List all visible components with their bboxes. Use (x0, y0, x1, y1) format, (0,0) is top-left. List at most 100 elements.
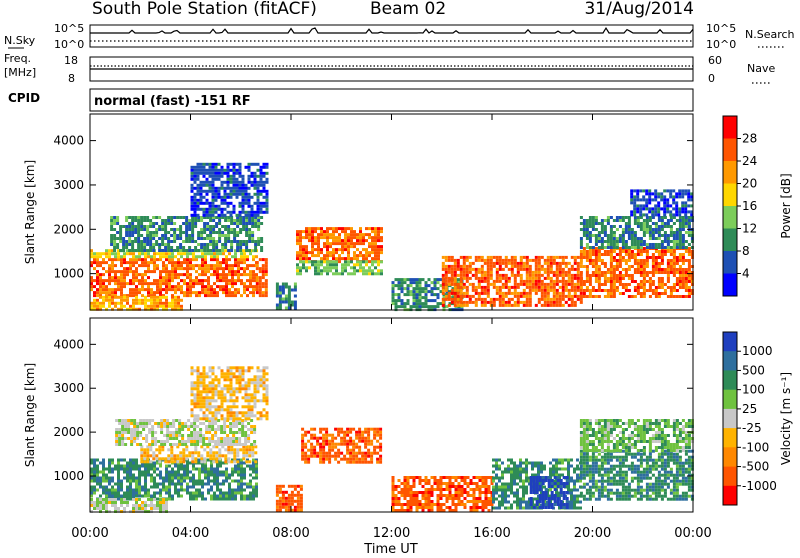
power-cell (162, 282, 165, 285)
power-cell (128, 225, 131, 228)
velocity-cell (225, 477, 228, 480)
power-cell (111, 296, 114, 299)
power-cell (234, 264, 237, 267)
power-cell (676, 283, 679, 286)
power-region (90, 258, 258, 297)
power-cell (191, 175, 194, 178)
power-colorbar-swatch (723, 161, 737, 184)
velocity-cell (242, 451, 245, 454)
power-cell (248, 178, 251, 181)
velocity-cell (132, 459, 135, 462)
velocity-cell (197, 402, 200, 405)
power-cell (162, 261, 165, 264)
power-cell (437, 281, 440, 284)
velocity-cell (186, 486, 189, 489)
power-cell (188, 246, 191, 249)
power-cell (532, 259, 535, 262)
power-cell (448, 256, 451, 259)
velocity-cell (144, 480, 147, 483)
velocity-cell (244, 425, 247, 428)
power-cell (601, 253, 604, 256)
velocity-cell (141, 495, 144, 498)
power-cell (158, 228, 161, 231)
power-cell (553, 298, 556, 301)
power-cell (601, 225, 604, 228)
power-cell (237, 261, 240, 264)
velocity-cell (252, 477, 255, 480)
velocity-cell (207, 474, 210, 477)
power-cell (224, 240, 227, 243)
power-cell (227, 163, 230, 166)
velocity-cell (151, 443, 154, 446)
power-cell (610, 256, 613, 259)
velocity-cell (93, 507, 96, 510)
power-cell (666, 189, 669, 192)
velocity-cell (96, 480, 99, 483)
power-cell (661, 228, 664, 231)
power-cell (204, 267, 207, 270)
power-cell (252, 273, 255, 276)
power-cell (523, 289, 526, 292)
power-cell (571, 256, 574, 259)
power-cell (119, 225, 122, 228)
power-cell (607, 240, 610, 243)
power-cell (239, 205, 242, 208)
velocity-cell (237, 474, 240, 477)
power-cell (218, 205, 221, 208)
power-cell (434, 293, 437, 296)
power-cell (212, 190, 215, 193)
velocity-cell (132, 498, 135, 501)
power-cell (177, 288, 180, 291)
velocity-cell (143, 457, 146, 460)
power-cell (676, 231, 679, 234)
power-cell (236, 178, 239, 181)
power-cell (341, 257, 344, 260)
power-cell (640, 250, 643, 253)
power-cell (637, 219, 640, 222)
power-cell (675, 213, 678, 216)
power-cell (108, 258, 111, 261)
power-cell (260, 249, 263, 252)
power-cell (568, 268, 571, 271)
power-cell (398, 281, 401, 284)
velocity-cell (132, 468, 135, 471)
power-cell (362, 260, 365, 263)
velocity-cell (155, 457, 158, 460)
power-cell (108, 276, 111, 279)
power-cell (657, 192, 660, 195)
power-cell (344, 266, 347, 269)
power-cell (222, 273, 225, 276)
power-cell (161, 237, 164, 240)
power-cell (654, 207, 657, 210)
power-cell (164, 246, 167, 249)
power-cell (574, 268, 577, 271)
power-cell (505, 256, 508, 259)
power-cell (218, 178, 221, 181)
velocity-cell (197, 369, 200, 372)
power-cell (664, 268, 667, 271)
power-cell (326, 266, 329, 269)
power-cell (652, 271, 655, 274)
velocity-cell (237, 480, 240, 483)
power-cell (246, 258, 249, 261)
power-cell (125, 228, 128, 231)
power-cell (173, 222, 176, 225)
power-cell (230, 228, 233, 231)
power-cell (243, 282, 246, 285)
velocity-cell (216, 471, 219, 474)
velocity-cell (205, 431, 208, 434)
power-cell (209, 240, 212, 243)
power-cell (323, 233, 326, 236)
velocity-cell (244, 431, 247, 434)
velocity-cell (130, 443, 133, 446)
power-cell (359, 269, 362, 272)
power-cell (260, 211, 263, 214)
power-cell (200, 246, 203, 249)
power-cell (604, 289, 607, 292)
power-cell (125, 246, 128, 249)
power-cell (96, 279, 99, 282)
power-cell (182, 240, 185, 243)
power-cell (206, 234, 209, 237)
power-cell (451, 256, 454, 259)
power-cell (682, 271, 685, 274)
